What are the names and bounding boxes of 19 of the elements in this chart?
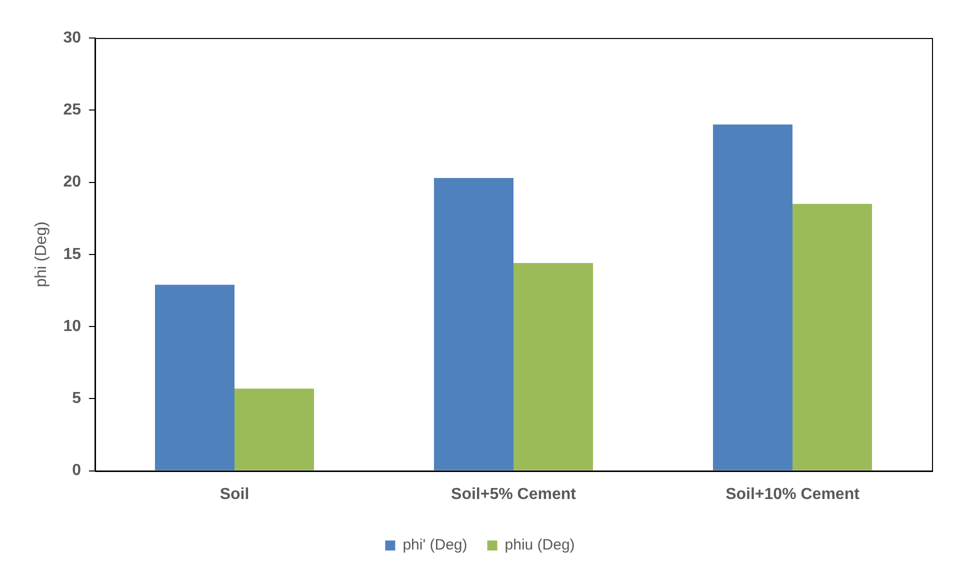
x-tick-label: Soil+10% Cement xyxy=(726,486,860,503)
legend-label: phiu (Deg) xyxy=(504,536,575,554)
y-axis-title: phi (Deg) xyxy=(33,221,50,288)
legend-label: phi' (Deg) xyxy=(402,536,468,554)
y-tick-label: 25 xyxy=(63,102,82,119)
y-tick-label: 5 xyxy=(72,390,82,408)
y-tick-label: 10 xyxy=(63,318,82,335)
bar xyxy=(712,124,792,470)
bar xyxy=(792,204,872,470)
x-tick-label: Soil xyxy=(220,486,250,503)
y-tick-label: 20 xyxy=(63,174,82,191)
bar xyxy=(434,178,514,470)
y-tick-label: 30 xyxy=(63,29,82,46)
y-tick-label: 0 xyxy=(72,462,82,480)
bar xyxy=(234,388,314,470)
x-tick-label: Soil+5% Cement xyxy=(451,486,577,503)
y-tick-label: 15 xyxy=(63,246,82,263)
bar xyxy=(514,263,594,470)
bar xyxy=(154,284,234,470)
